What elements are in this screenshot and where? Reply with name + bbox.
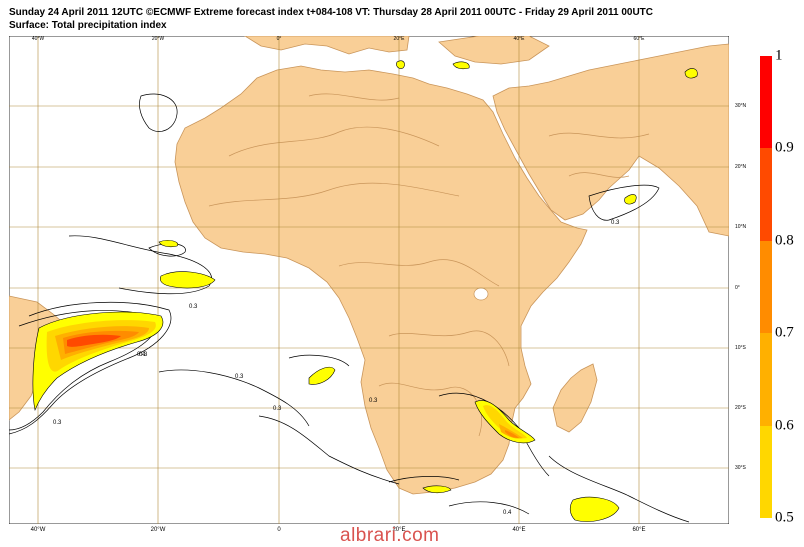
lat-label: 30°N: [735, 103, 747, 109]
legend-swatch: [760, 333, 772, 426]
lon-label-bottom: 40°W: [30, 527, 46, 533]
legend-swatch: [760, 148, 772, 241]
contour-label: 0.4: [137, 352, 146, 358]
lon-label-bottom: 0: [277, 527, 281, 533]
lon-label-top: 20°E: [393, 36, 405, 42]
title-line-1: Sunday 24 April 2011 12UTC ©ECMWF Extrem…: [9, 7, 654, 18]
lat-label: 30°S: [735, 465, 746, 471]
contour-labels: 0.3 0.3 0.3 0.4 0.3 0.3 0.3 0.3 0.4: [53, 220, 620, 516]
lon-label-top: 40°W: [31, 36, 45, 42]
legend-colorbar: [760, 56, 772, 518]
lon-label-top: 20°W: [151, 36, 165, 42]
contour-label: 0.3: [611, 220, 620, 226]
title-line-2: Surface: Total precipitation index: [9, 20, 167, 31]
africa-landmass: [174, 65, 588, 495]
legend-label: 0.7: [775, 324, 794, 341]
contour-label: 0.3: [369, 398, 378, 404]
contour-label: 0.3: [53, 420, 62, 426]
europe-landmass: [244, 36, 410, 55]
contour-label: 0.3: [273, 406, 282, 412]
legend-label: 0.9: [775, 139, 794, 156]
lon-label-top: 0°: [276, 36, 282, 42]
graticule: [9, 36, 729, 524]
legend-label: 0.6: [775, 417, 794, 434]
map-canvas: 0.3 0.3 0.3 0.4 0.3 0.3 0.3 0.3 0.4: [9, 36, 729, 524]
lat-label: 20°S: [735, 405, 746, 411]
legend-label: 0.8: [775, 232, 794, 249]
lat-label: 10°N: [735, 224, 747, 230]
legend-swatch: [760, 426, 772, 518]
contour-label: 0.3: [189, 304, 198, 310]
legend-swatch: [760, 56, 772, 148]
watermark: albrari.com: [340, 525, 440, 546]
lon-label-bottom: 60°E: [632, 527, 646, 533]
lat-label: 10°S: [735, 345, 746, 351]
madagascar-landmass: [552, 363, 598, 433]
turkey-landmass: [438, 36, 550, 65]
contour-label: 0.4: [503, 510, 512, 516]
efi-shading: [32, 60, 698, 522]
lon-label-top: 60°E: [633, 36, 645, 42]
legend-swatch: [760, 241, 772, 333]
legend-label: 0.5: [775, 509, 794, 526]
lon-label-bottom: 20°W: [150, 527, 166, 533]
lat-label: 0°: [735, 285, 740, 291]
lat-label: 20°N: [735, 164, 747, 170]
lon-label-bottom: 40°E: [512, 527, 526, 533]
lon-label-top: 40°E: [513, 36, 525, 42]
lake-victoria: [473, 287, 489, 301]
legend-label: 1: [775, 47, 783, 64]
arabia-landmass: [492, 43, 729, 237]
contour-label: 0.3: [139, 352, 148, 358]
lon-label-bottom: 20°E: [392, 527, 406, 533]
contour-label: 0.3: [235, 374, 244, 380]
